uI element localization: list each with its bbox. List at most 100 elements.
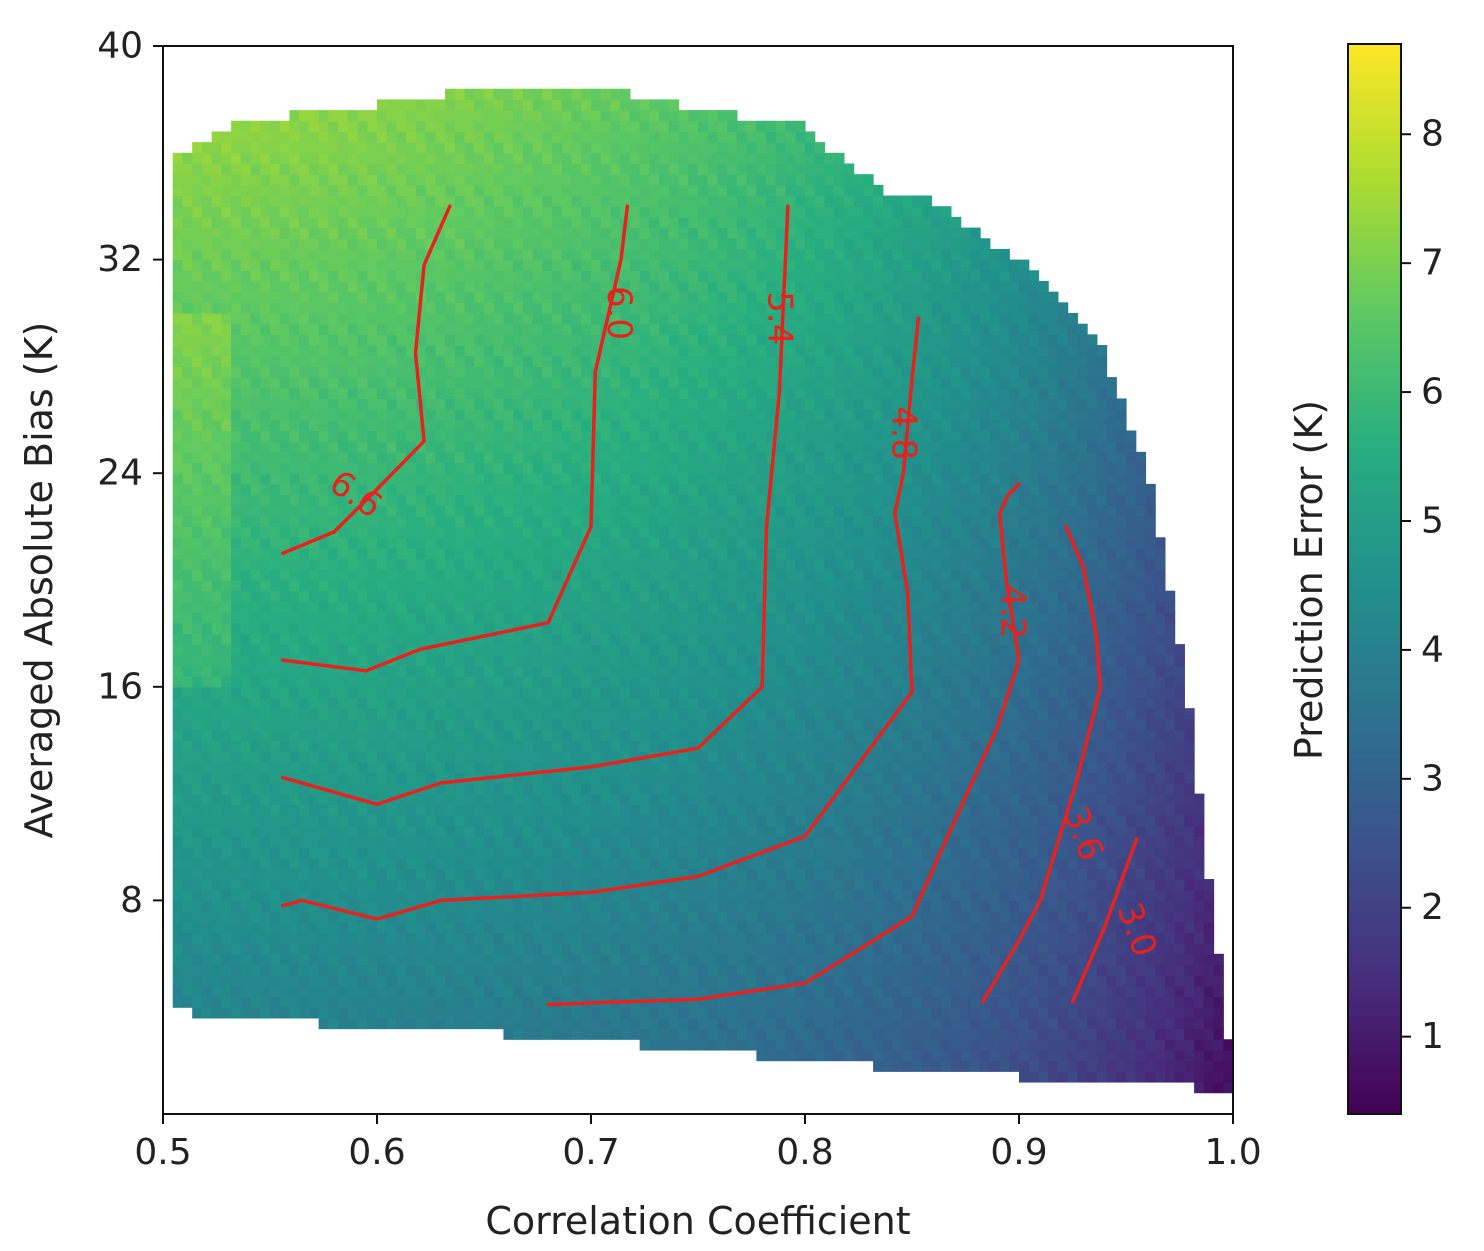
heatmap-cell — [192, 142, 203, 154]
heatmap-cell — [464, 163, 475, 175]
heatmap-cell — [357, 313, 368, 325]
heatmap-cell — [172, 740, 184, 752]
heatmap-cell — [377, 377, 388, 389]
heatmap-cell — [299, 313, 310, 325]
heatmap-cell — [270, 644, 281, 656]
heatmap-cell — [591, 248, 602, 261]
heatmap-cell — [182, 836, 193, 848]
heatmap-cell — [493, 665, 505, 677]
heatmap-cell — [581, 483, 592, 496]
heatmap-cell — [250, 238, 261, 250]
heatmap-cell — [445, 451, 456, 464]
heatmap-cell — [347, 975, 359, 987]
heatmap-cell — [639, 515, 650, 528]
heatmap-cell — [289, 718, 300, 731]
heatmap-cell — [338, 985, 349, 998]
heatmap-cell — [250, 921, 261, 934]
heatmap-cell — [250, 676, 261, 688]
heatmap-cell — [454, 184, 466, 197]
heatmap-cell — [231, 334, 242, 346]
heatmap-cell — [532, 377, 543, 389]
heatmap-cell — [308, 291, 320, 303]
heatmap-cell — [386, 473, 398, 485]
heatmap-cell — [464, 1007, 475, 1019]
heatmap-cell — [231, 366, 242, 378]
heatmap-cell — [299, 409, 310, 421]
heatmap-cell — [406, 847, 417, 859]
heatmap-cell — [289, 248, 300, 261]
heatmap-cell — [464, 88, 475, 100]
heatmap-cell — [493, 569, 505, 581]
heatmap-cell — [552, 601, 563, 613]
heatmap-cell — [454, 911, 466, 923]
heatmap-cell — [600, 847, 612, 859]
heatmap-cell — [338, 345, 349, 357]
heatmap-cell — [221, 280, 232, 293]
heatmap-cell — [260, 996, 271, 1008]
heatmap-cell — [231, 622, 242, 634]
heatmap-cell — [221, 483, 232, 496]
heatmap-cell — [367, 729, 378, 741]
heatmap-cell — [231, 590, 242, 602]
heatmap-cell — [591, 259, 602, 271]
heatmap-cell — [629, 366, 641, 378]
heatmap-cell — [308, 280, 320, 293]
heatmap-cell — [299, 398, 310, 410]
heatmap-cell — [328, 686, 339, 699]
heatmap-cell — [338, 590, 349, 602]
heatmap-cell — [629, 345, 641, 357]
heatmap-cell — [513, 120, 524, 133]
heatmap-cell — [659, 665, 670, 677]
heatmap-cell — [698, 1017, 709, 1030]
heatmap-cell — [581, 142, 592, 154]
heatmap-cell — [386, 879, 398, 891]
heatmap-cell — [678, 654, 689, 667]
heatmap-cell — [338, 227, 349, 239]
heatmap-cell — [406, 99, 417, 111]
heatmap-cell — [717, 996, 728, 1008]
heatmap-cell — [542, 515, 553, 528]
heatmap-cell — [610, 515, 621, 528]
heatmap-cell — [542, 537, 553, 549]
heatmap-cell — [260, 644, 271, 656]
heatmap-cell — [571, 654, 582, 667]
heatmap-cell — [377, 110, 388, 122]
heatmap-cell — [561, 900, 573, 912]
heatmap-cell — [717, 590, 728, 602]
heatmap-cell — [484, 633, 495, 645]
heatmap-cell — [600, 868, 612, 880]
heatmap-cell — [338, 782, 349, 795]
heatmap-cell — [552, 430, 563, 442]
heatmap-cell — [552, 911, 563, 923]
heatmap-cell — [552, 409, 563, 421]
heatmap-cell — [503, 142, 514, 154]
heatmap-cell — [201, 932, 213, 944]
heatmap-cell — [377, 366, 388, 378]
heatmap-cell — [727, 943, 738, 955]
heatmap-cell — [172, 227, 184, 239]
heatmap-cell — [182, 302, 193, 314]
heatmap-cell — [396, 206, 407, 218]
heatmap-cell — [464, 174, 475, 186]
heatmap-cell — [659, 996, 670, 1008]
heatmap-cell — [289, 238, 300, 250]
heatmap-cell — [454, 238, 466, 250]
heatmap-cell — [552, 313, 563, 325]
heatmap-cell — [425, 355, 436, 367]
heatmap-cell — [464, 654, 475, 667]
heatmap-cell — [688, 847, 699, 859]
heatmap-cell — [542, 665, 553, 677]
heatmap-cell — [338, 483, 349, 496]
heatmap-cell — [649, 355, 660, 367]
heatmap-cell — [591, 676, 602, 688]
heatmap-cell — [415, 547, 427, 560]
heatmap-cell — [503, 654, 514, 667]
heatmap-cell — [678, 142, 689, 154]
heatmap-cell — [542, 676, 553, 688]
heatmap-cell — [678, 216, 689, 229]
heatmap-cell — [357, 825, 368, 837]
heatmap-cell — [270, 975, 281, 987]
heatmap-cell — [581, 227, 592, 239]
heatmap-cell — [328, 195, 339, 207]
heatmap-cell — [240, 697, 252, 709]
